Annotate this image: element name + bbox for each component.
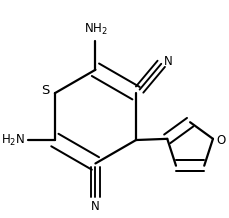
Text: N: N (163, 55, 172, 68)
Text: N: N (91, 200, 99, 213)
Text: O: O (215, 134, 224, 146)
Text: NH$_2$: NH$_2$ (83, 22, 107, 37)
Text: S: S (41, 84, 50, 97)
Text: H$_2$N: H$_2$N (1, 133, 25, 148)
